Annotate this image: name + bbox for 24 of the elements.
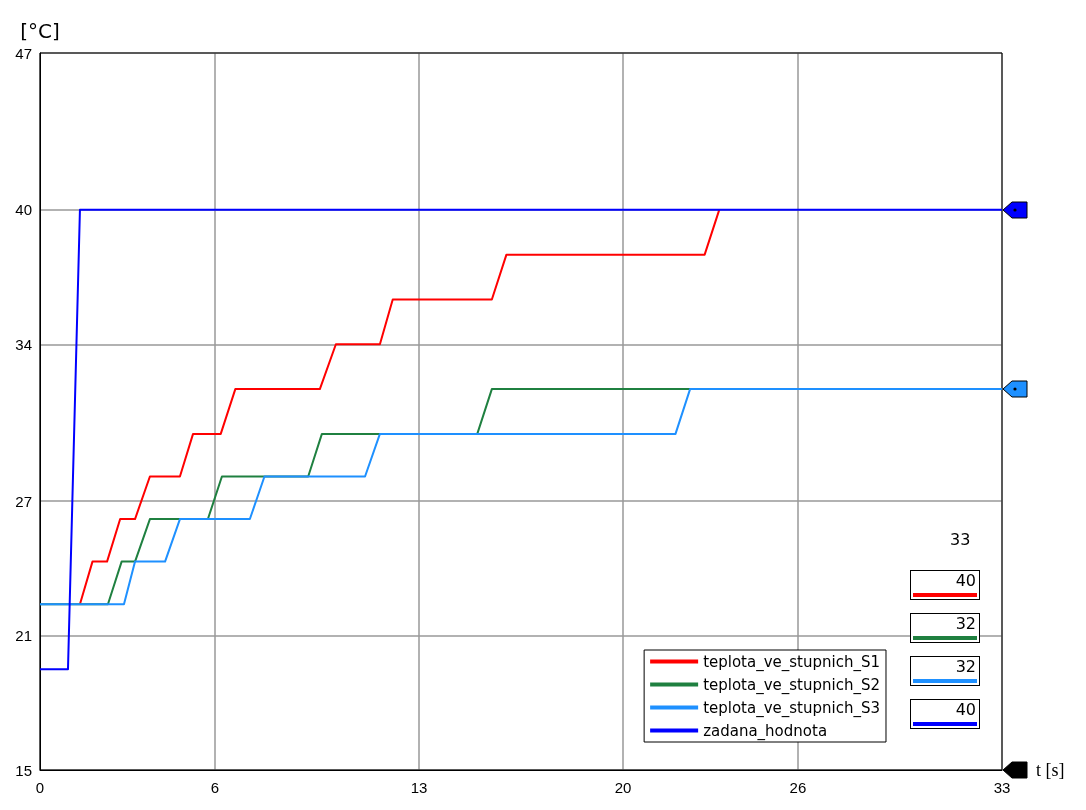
y-tick-label: 34 xyxy=(15,335,32,353)
x-tick-label: 26 xyxy=(789,779,807,796)
legend-label: teplota_ve_stupnich_S1 xyxy=(703,652,880,672)
y-axis-title: [°C] xyxy=(20,19,60,43)
legend-label: teplota_ve_stupnich_S2 xyxy=(703,675,880,695)
y-tick-label: 21 xyxy=(15,627,32,645)
y-tick-label: 27 xyxy=(15,492,32,510)
line-series xyxy=(78,208,721,606)
x-tick-label: 20 xyxy=(614,779,632,796)
x-axis-title: t [s] xyxy=(1036,760,1065,780)
x-tick-label: 33 xyxy=(993,779,1011,796)
x-tick-label: 6 xyxy=(210,779,220,796)
legend-label: teplota_ve_stupnich_S3 xyxy=(703,698,880,718)
y-tick-label: 15 xyxy=(15,761,32,779)
legend-label: zadana_hodnota xyxy=(703,721,828,741)
x-tick-label: 13 xyxy=(410,779,428,796)
annotation: 32 xyxy=(910,656,980,686)
annotation: 40 xyxy=(910,699,980,729)
annotation: 40 xyxy=(910,570,980,600)
x-tick-label: 0 xyxy=(35,779,45,796)
annotation: 33 xyxy=(950,530,971,549)
y-tick-label: 47 xyxy=(15,44,32,62)
y-tick-label: 40 xyxy=(15,201,32,219)
annotation: 32 xyxy=(910,613,980,643)
